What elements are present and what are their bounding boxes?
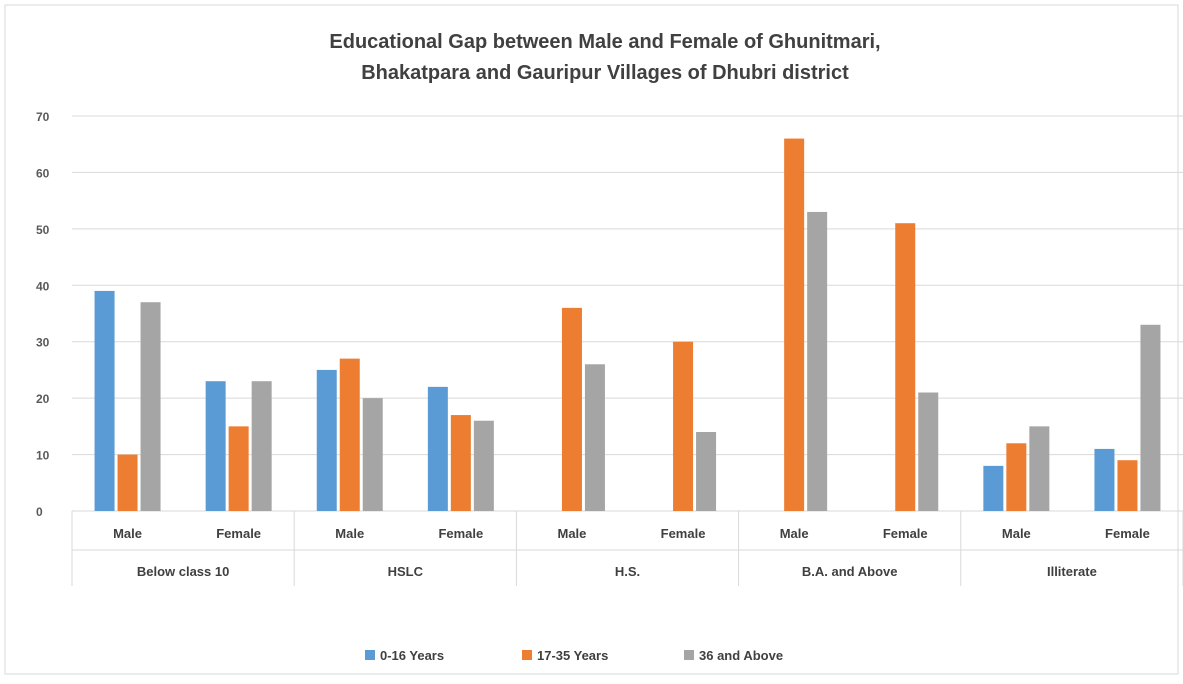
y-tick-label: 30 xyxy=(36,336,50,350)
bar-2-2 xyxy=(228,426,249,511)
bar-1-9 xyxy=(983,465,1004,511)
bar-1-4 xyxy=(427,386,448,511)
legend-label: 0-16 Years xyxy=(380,648,444,663)
bar-2-9 xyxy=(1006,443,1027,511)
x-group-label: B.A. and Above xyxy=(802,564,898,579)
x-category-label: Female xyxy=(216,526,261,541)
bar-3-8 xyxy=(918,392,939,511)
x-category-label: Female xyxy=(438,526,483,541)
chart-title-line-2: Bhakatpara and Gauripur Villages of Dhub… xyxy=(361,62,849,84)
bar-3-4 xyxy=(473,420,494,511)
bar-1-2 xyxy=(205,381,226,511)
x-category-label: Male xyxy=(780,526,809,541)
bar-3-2 xyxy=(251,381,272,511)
x-category-label: Female xyxy=(661,526,706,541)
y-tick-label: 10 xyxy=(36,449,50,463)
bar-3-1 xyxy=(140,302,161,511)
x-category-label: Male xyxy=(1002,526,1031,541)
bar-2-6 xyxy=(673,341,694,511)
legend-label: 36 and Above xyxy=(699,648,783,663)
x-category-label: Female xyxy=(1105,526,1150,541)
bar-1-3 xyxy=(316,369,337,511)
bar-2-4 xyxy=(450,415,471,511)
x-group-label: Illiterate xyxy=(1047,564,1097,579)
bar-2-10 xyxy=(1117,460,1138,511)
y-tick-label: 40 xyxy=(36,279,50,293)
legend-swatch xyxy=(522,650,532,660)
legend-label: 17-35 Years xyxy=(537,648,608,663)
bar-2-1 xyxy=(117,454,138,511)
y-tick-label: 20 xyxy=(36,392,50,406)
bars xyxy=(94,138,1161,512)
bar-2-3 xyxy=(339,358,360,511)
bar-2-7 xyxy=(784,138,805,512)
x-category-label: Female xyxy=(883,526,928,541)
y-tick-label: 70 xyxy=(36,110,50,124)
legend-swatch xyxy=(684,650,694,660)
bar-3-9 xyxy=(1029,426,1050,511)
bar-3-7 xyxy=(807,211,828,511)
bar-2-8 xyxy=(895,223,916,511)
x-category-label: Male xyxy=(557,526,586,541)
y-tick-label: 50 xyxy=(36,223,50,237)
y-tick-label: 60 xyxy=(36,166,50,180)
x-category-label: Male xyxy=(113,526,142,541)
bar-3-10 xyxy=(1140,324,1161,511)
chart-title-line-1: Educational Gap between Male and Female … xyxy=(329,31,880,53)
x-group-label: Below class 10 xyxy=(137,564,230,579)
bar-3-6 xyxy=(696,432,717,511)
y-tick-label: 0 xyxy=(36,505,43,519)
x-group-label: HSLC xyxy=(388,564,424,579)
bar-3-3 xyxy=(362,398,383,511)
x-axis: Male Female Male Female Male Female Male Female… xyxy=(71,511,1183,586)
y-axis-ticks: 0 10 20 30 40 50 60 70 xyxy=(36,110,50,519)
bar-1-10 xyxy=(1094,448,1115,511)
legend-swatch xyxy=(365,650,375,660)
legend: 0-16 Years 17-35 Years 36 and Above xyxy=(365,648,783,663)
x-group-label: H.S. xyxy=(615,564,640,579)
x-category-label: Male xyxy=(335,526,364,541)
bar-3-5 xyxy=(584,364,605,511)
bar-1-1 xyxy=(94,290,115,511)
bar-2-5 xyxy=(561,307,582,511)
